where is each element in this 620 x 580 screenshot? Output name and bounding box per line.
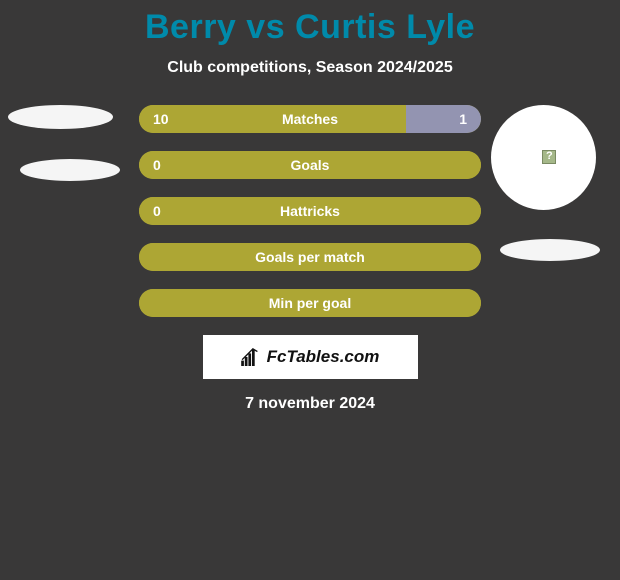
stat-bar-left-value: 10 [153,105,169,133]
attribution-badge: FcTables.com [203,335,418,379]
stat-bar: Matches10 1 [139,105,481,133]
stat-bar-left-value: 0 [153,151,161,179]
stat-bar: Hattricks0 [139,197,481,225]
stat-bar-right-value: 1 [459,105,467,133]
stat-bar-label: Goals per match [139,243,481,271]
stat-bar-label: Matches [139,105,481,133]
stat-bar: Goals0 [139,151,481,179]
date-label: 7 november 2024 [0,395,620,413]
page-subtitle: Club competitions, Season 2024/2025 [0,59,620,77]
stat-bar: Goals per match [139,243,481,271]
left-player-avatar [8,105,113,129]
left-player-avatar-shadow [20,159,120,181]
comparison-chart: Matches101Goals0Hattricks0Goals per matc… [0,105,620,317]
stat-bar-label: Hattricks [139,197,481,225]
fctables-logo-icon [241,348,263,366]
stat-bar: Min per goal [139,289,481,317]
page-title: Berry vs Curtis Lyle [0,0,620,47]
placeholder-image-icon [542,150,556,164]
stat-bar-label: Min per goal [139,289,481,317]
stat-bar-left-value: 0 [153,197,161,225]
stat-bar-label: Goals [139,151,481,179]
attribution-text: FcTables.com [267,347,380,367]
right-player-avatar-shadow [500,239,600,261]
